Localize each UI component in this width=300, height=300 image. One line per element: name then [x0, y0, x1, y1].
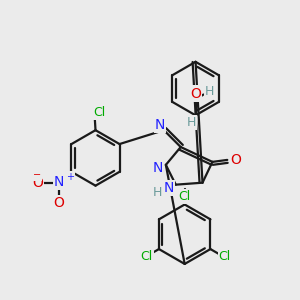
Text: −: −: [33, 170, 41, 180]
Text: Cl: Cl: [93, 106, 106, 119]
Text: H: H: [186, 116, 196, 129]
Text: N: N: [155, 118, 165, 132]
Text: N: N: [153, 161, 163, 175]
Text: O: O: [230, 153, 241, 167]
Text: O: O: [190, 86, 201, 100]
Text: O: O: [54, 196, 64, 210]
Text: H: H: [205, 85, 214, 98]
Text: Cl: Cl: [140, 250, 153, 263]
Text: H: H: [153, 186, 163, 199]
Text: N: N: [164, 181, 174, 195]
Text: N: N: [54, 175, 64, 189]
Text: +: +: [66, 172, 74, 182]
Text: O: O: [32, 176, 43, 190]
Text: Cl: Cl: [178, 190, 191, 203]
Text: Cl: Cl: [219, 250, 231, 263]
